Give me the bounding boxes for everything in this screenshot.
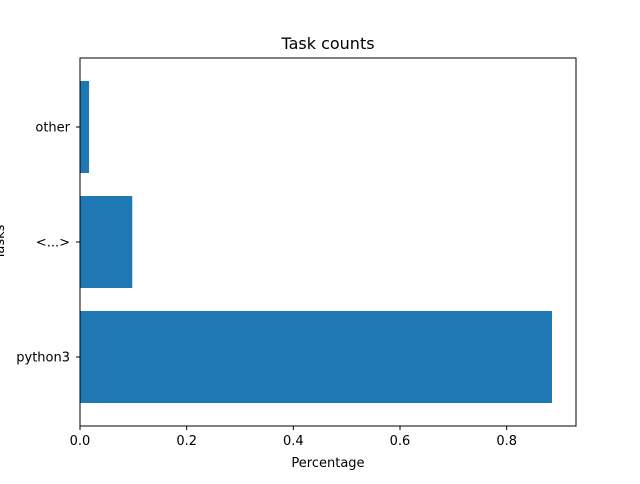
x-tick-label: 0.2: [176, 434, 197, 449]
y-tick-label: <...>: [36, 236, 70, 251]
x-tick-label: 0.8: [496, 434, 517, 449]
y-axis-label: Tasks: [0, 224, 8, 260]
y-axis-ticks: python3 <...> other: [16, 121, 80, 366]
x-tick-label: 0.6: [390, 434, 411, 449]
bars-group: [80, 81, 552, 403]
bar-0: [80, 311, 552, 403]
x-tick-label: 0.4: [283, 434, 304, 449]
x-axis-ticks: 0.0 0.2 0.4 0.6 0.8: [70, 426, 517, 449]
y-tick-label: python3: [16, 351, 70, 366]
x-axis-label: Percentage: [291, 456, 364, 471]
x-tick-label: 0.0: [70, 434, 91, 449]
chart-title: Task counts: [280, 34, 374, 53]
y-tick-label: other: [35, 121, 70, 136]
bar-1: [80, 196, 133, 288]
bar-2: [80, 81, 90, 173]
